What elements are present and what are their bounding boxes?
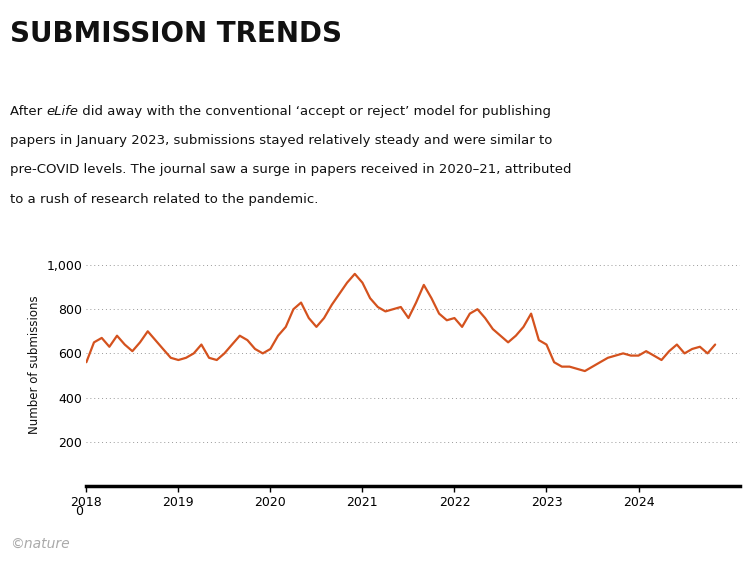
Text: eLife: eLife xyxy=(46,105,78,118)
Text: did away with the conventional ‘accept or reject’ model for publishing: did away with the conventional ‘accept o… xyxy=(78,105,551,118)
Y-axis label: Number of submissions: Number of submissions xyxy=(28,295,41,434)
Text: ©nature: ©nature xyxy=(10,537,69,551)
Text: 0: 0 xyxy=(75,505,83,518)
Text: to a rush of research related to the pandemic.: to a rush of research related to the pan… xyxy=(10,193,318,206)
Text: papers in January 2023, submissions stayed relatively steady and were similar to: papers in January 2023, submissions stay… xyxy=(10,134,552,147)
Text: After: After xyxy=(10,105,46,118)
Text: pre-COVID levels. The journal saw a surge in papers received in 2020–21, attribu: pre-COVID levels. The journal saw a surg… xyxy=(10,163,572,176)
Text: SUBMISSION TRENDS: SUBMISSION TRENDS xyxy=(10,20,342,48)
